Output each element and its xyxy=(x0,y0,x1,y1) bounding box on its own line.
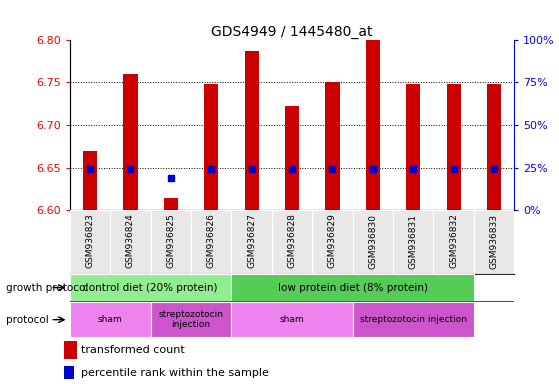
Bar xyxy=(64,341,77,359)
Bar xyxy=(231,302,353,337)
Text: GSM936833: GSM936833 xyxy=(490,214,499,268)
Bar xyxy=(245,51,259,210)
Point xyxy=(328,166,337,172)
Point xyxy=(368,166,377,172)
Bar xyxy=(64,366,74,379)
Bar xyxy=(151,302,231,337)
Text: GSM936825: GSM936825 xyxy=(167,214,176,268)
Text: protocol: protocol xyxy=(6,314,48,325)
Text: streptozotocin
injection: streptozotocin injection xyxy=(159,310,224,329)
Point xyxy=(126,166,135,172)
Text: transformed count: transformed count xyxy=(81,345,185,355)
Bar xyxy=(191,210,231,274)
Bar xyxy=(312,210,353,274)
Bar xyxy=(231,210,272,274)
Bar xyxy=(353,302,474,337)
Point xyxy=(409,166,418,172)
Text: low protein diet (8% protein): low protein diet (8% protein) xyxy=(278,283,428,293)
Text: streptozotocin injection: streptozotocin injection xyxy=(360,315,467,324)
Title: GDS4949 / 1445480_at: GDS4949 / 1445480_at xyxy=(211,25,373,38)
Point xyxy=(449,166,458,172)
Bar xyxy=(474,210,514,274)
Bar xyxy=(83,151,97,210)
Text: GSM936826: GSM936826 xyxy=(207,214,216,268)
Text: GSM936823: GSM936823 xyxy=(86,214,94,268)
Text: GSM936831: GSM936831 xyxy=(409,214,418,268)
Text: percentile rank within the sample: percentile rank within the sample xyxy=(81,368,269,378)
Bar xyxy=(353,210,393,274)
Point xyxy=(247,166,256,172)
Bar xyxy=(164,198,178,210)
Point xyxy=(167,175,176,181)
Text: control diet (20% protein): control diet (20% protein) xyxy=(83,283,218,293)
Text: GSM936828: GSM936828 xyxy=(287,214,297,268)
Bar xyxy=(151,210,191,274)
Bar xyxy=(110,210,151,274)
Point xyxy=(490,166,499,172)
Point xyxy=(86,166,94,172)
Bar xyxy=(231,274,474,301)
Bar xyxy=(366,40,380,210)
Text: GSM936832: GSM936832 xyxy=(449,214,458,268)
Bar xyxy=(447,84,461,210)
Point xyxy=(287,166,296,172)
Bar xyxy=(124,74,138,210)
Bar xyxy=(285,106,299,210)
Point xyxy=(207,166,216,172)
Text: GSM936829: GSM936829 xyxy=(328,214,337,268)
Bar xyxy=(393,210,433,274)
Bar xyxy=(70,302,151,337)
Text: growth protocol: growth protocol xyxy=(6,283,88,293)
Bar xyxy=(325,82,339,210)
Bar xyxy=(487,84,501,210)
Text: sham: sham xyxy=(98,315,122,324)
Bar xyxy=(272,210,312,274)
Text: GSM936827: GSM936827 xyxy=(247,214,256,268)
Bar xyxy=(204,84,219,210)
Bar xyxy=(70,274,231,301)
Text: GSM936824: GSM936824 xyxy=(126,214,135,268)
Text: GSM936830: GSM936830 xyxy=(368,214,377,268)
Bar xyxy=(433,210,474,274)
Bar xyxy=(406,84,420,210)
Text: sham: sham xyxy=(280,315,305,324)
Bar xyxy=(70,210,110,274)
